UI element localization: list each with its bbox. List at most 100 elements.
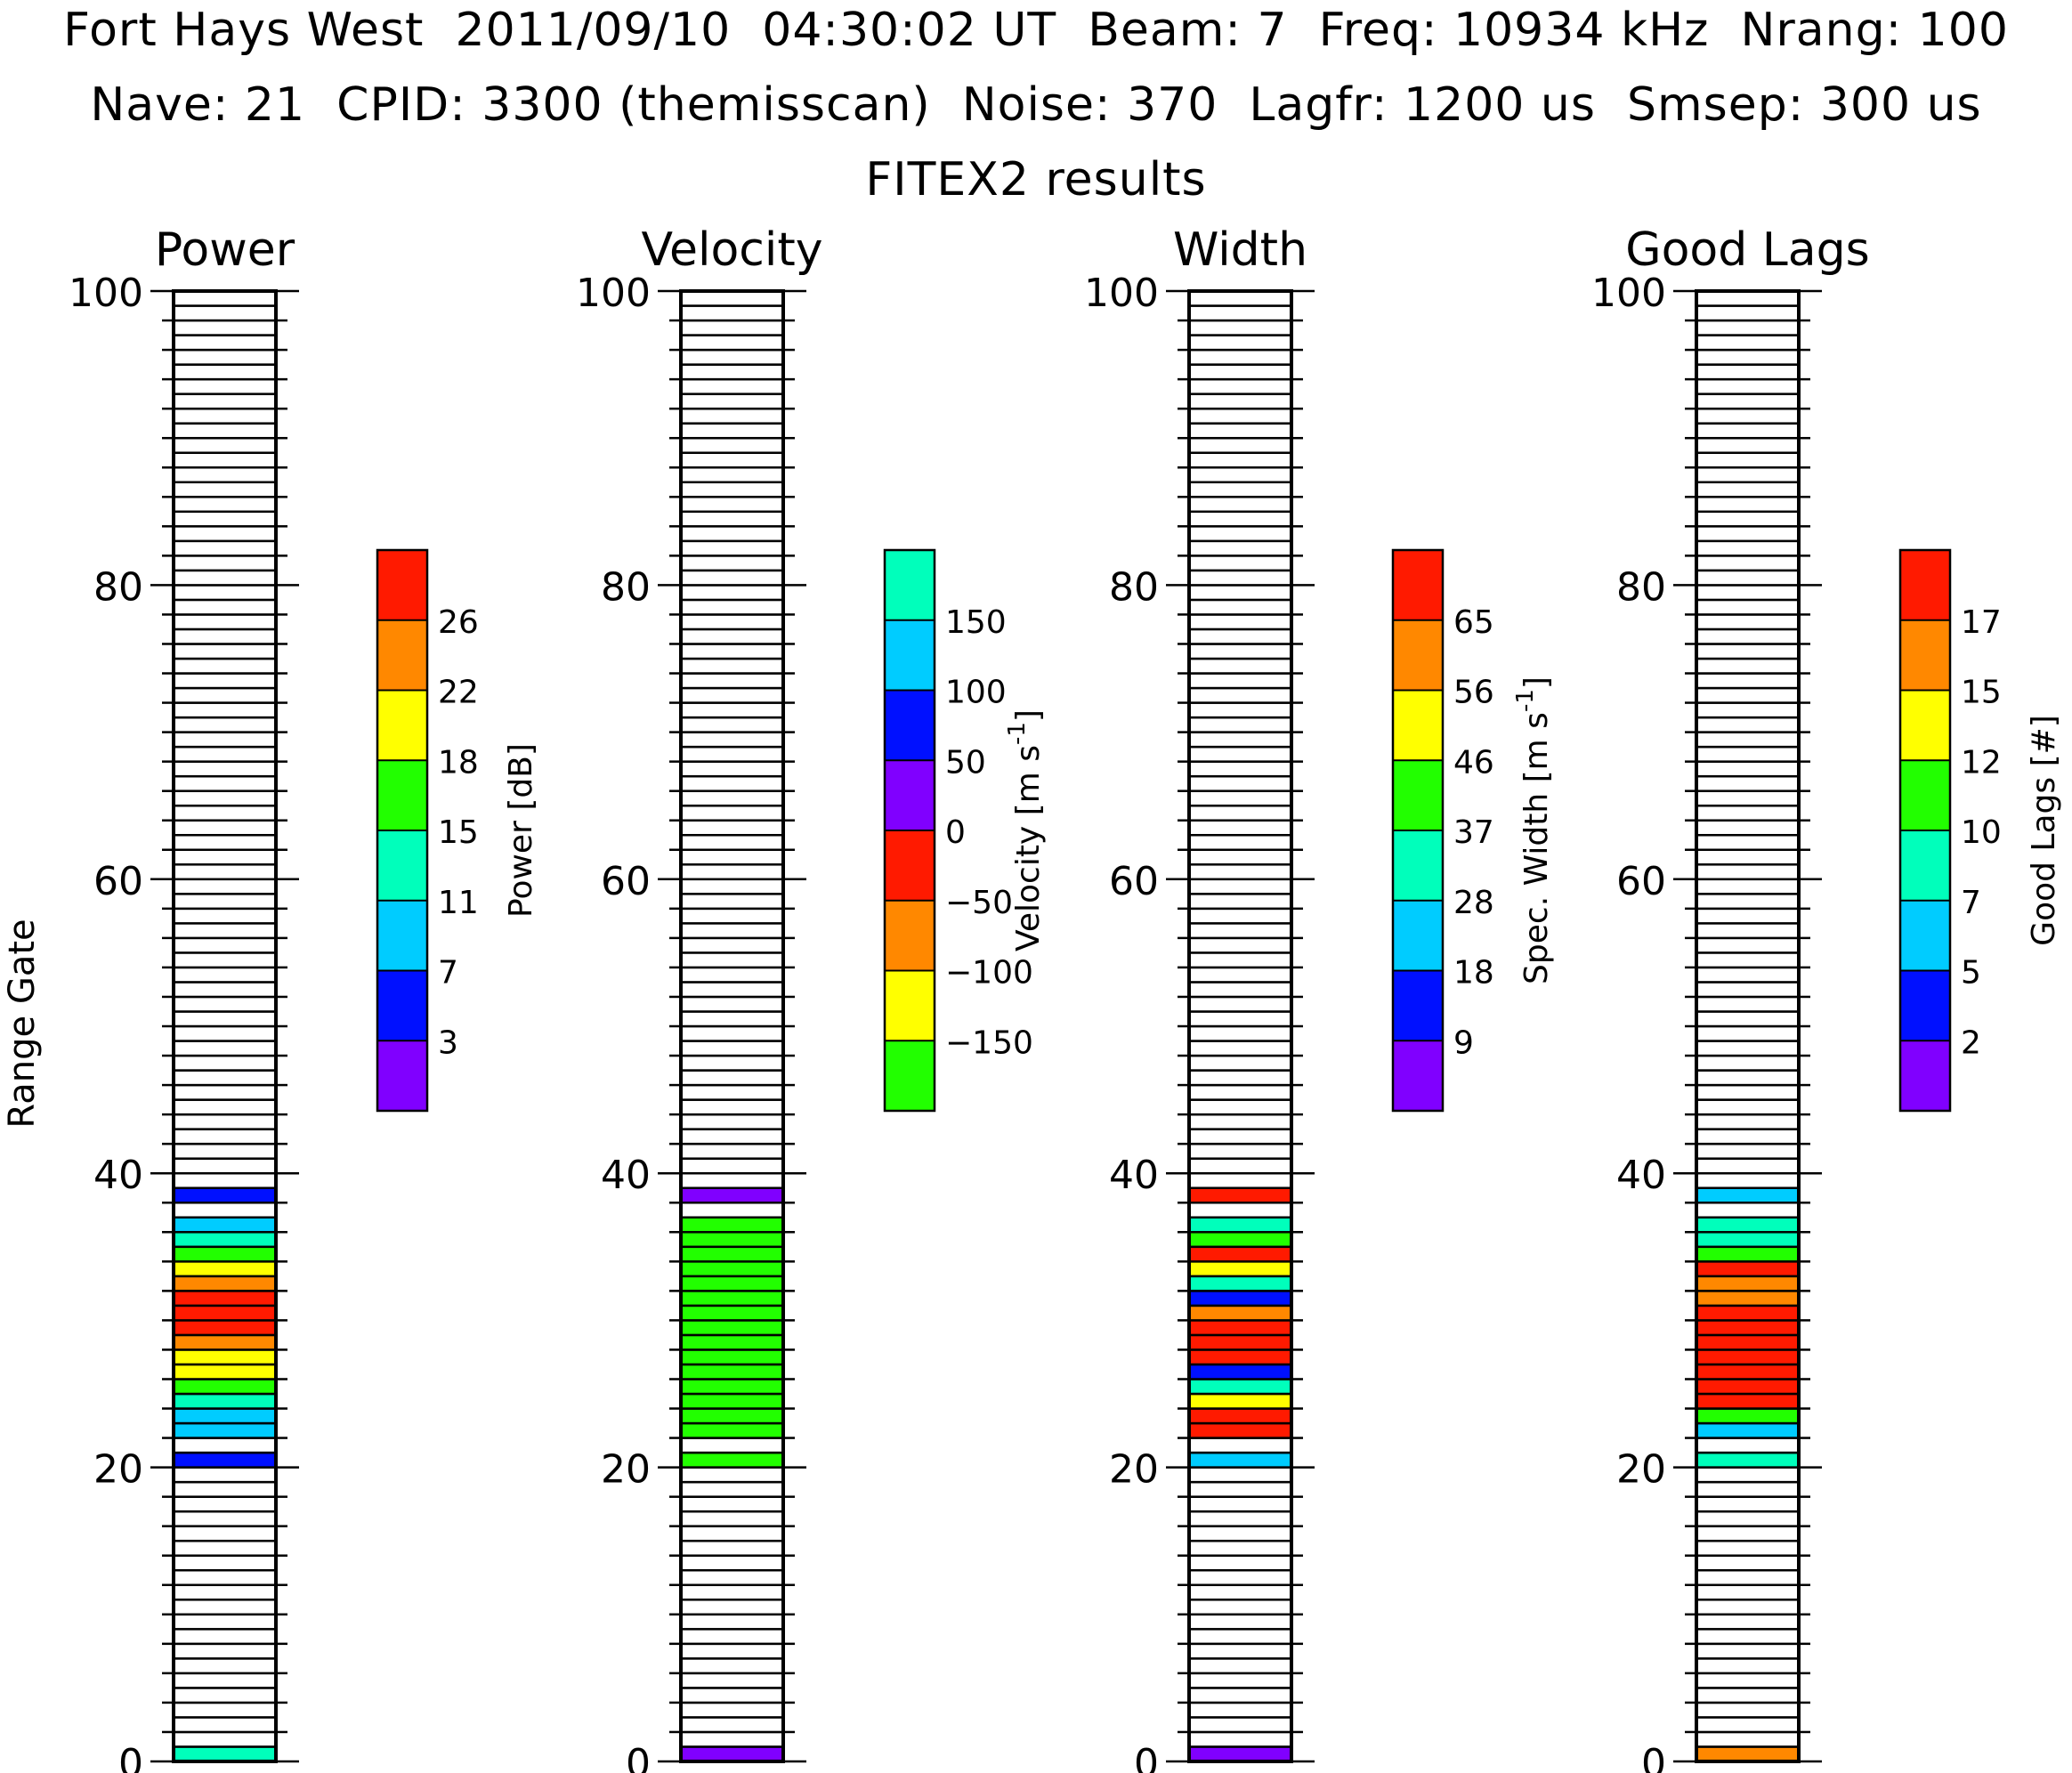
panel-title-good-lags: Good Lags (1625, 223, 1869, 277)
y-tick-label: 20 (601, 1447, 651, 1493)
colorbar-label-width: Spec. Width [m s-1] (1512, 676, 1555, 984)
y-tick-label: 20 (93, 1447, 143, 1493)
range-gate-empty (172, 1599, 278, 1616)
range-gate-empty (172, 1466, 278, 1484)
range-gate-empty (679, 569, 785, 587)
range-gate-empty (1695, 907, 1801, 925)
range-gate-empty (1187, 481, 1293, 498)
range-gate-empty (1695, 731, 1801, 749)
range-gate-empty (1187, 1701, 1293, 1719)
range-gate-empty (1187, 1128, 1293, 1146)
colorbar-segment (885, 760, 935, 830)
range-gate-empty (1695, 1010, 1801, 1028)
range-gate-empty (679, 466, 785, 484)
range-gate-empty (679, 966, 785, 984)
range-gate-cell (1187, 1319, 1293, 1337)
range-gate-cell (679, 1290, 785, 1307)
range-gate-empty (1695, 981, 1801, 999)
range-gate-empty (679, 1525, 785, 1542)
range-gate-empty (679, 951, 785, 969)
range-gate-empty (1695, 289, 1801, 307)
range-gate-empty (172, 1171, 278, 1189)
range-gate-empty (1187, 657, 1293, 675)
range-gate-empty (1695, 1083, 1801, 1101)
range-gate-cell (1695, 1745, 1801, 1763)
range-gate-empty (679, 1142, 785, 1160)
range-gate-cell (679, 1363, 785, 1380)
range-gate-empty (172, 745, 278, 763)
range-gate-cell (1695, 1290, 1801, 1307)
range-gate-empty (1695, 377, 1801, 395)
colorbar-segment (377, 550, 427, 620)
colorbar-segment (885, 690, 935, 761)
range-gate-empty (172, 539, 278, 557)
range-gate-empty (172, 1672, 278, 1689)
y-tick-label: 60 (1616, 859, 1666, 904)
range-gate-empty (1187, 1157, 1293, 1175)
range-gate-empty (679, 936, 785, 954)
header-params-line: Nave: 21 CPID: 3300 (themisscan) Noise: … (90, 78, 1982, 132)
colorbar-tick-label: 7 (438, 955, 458, 992)
range-gate-cell (1695, 1392, 1801, 1410)
colorbar-segment (1900, 970, 1950, 1041)
colorbar-segment (377, 970, 427, 1041)
range-gate-cell (679, 1231, 785, 1249)
range-gate-empty (679, 1568, 785, 1587)
range-gate-empty (679, 774, 785, 792)
y-tick-label: 80 (601, 564, 651, 610)
range-gate-empty (679, 819, 785, 837)
range-gate-empty (172, 981, 278, 999)
range-gate-empty (1187, 686, 1293, 704)
range-gate-empty (679, 598, 785, 616)
range-gate-cell (172, 1745, 278, 1763)
range-gate-empty (679, 1128, 785, 1146)
range-gate-empty (1187, 496, 1293, 514)
colorbar-tick-label: 15 (1961, 675, 2002, 711)
range-gate-empty (1187, 1583, 1293, 1601)
range-gate-empty (1187, 716, 1293, 733)
range-gate-empty (679, 1495, 785, 1513)
range-gate-empty (1695, 627, 1801, 645)
range-gate-empty (1187, 1672, 1293, 1689)
range-gate-empty (1695, 1142, 1801, 1160)
colorbar-tick-label: 56 (1453, 675, 1494, 711)
range-gate-empty (1695, 1672, 1801, 1689)
range-gate-empty (1695, 643, 1801, 660)
range-gate-cell (1187, 1260, 1293, 1278)
range-gate-empty (172, 422, 278, 440)
range-gate-empty (679, 1083, 785, 1101)
range-gate-cell (172, 1421, 278, 1439)
range-gate-cell (172, 1407, 278, 1425)
colorbar-segment (1393, 830, 1443, 901)
range-gate-empty (1695, 774, 1801, 792)
range-gate-empty (679, 878, 785, 895)
range-gate-empty (172, 1480, 278, 1498)
range-gate-empty (172, 348, 278, 366)
range-gate-empty (1187, 436, 1293, 454)
range-gate-empty (679, 922, 785, 940)
range-gate-empty (1187, 1069, 1293, 1087)
range-gate-empty (172, 377, 278, 395)
colorbar-segment (377, 830, 427, 901)
range-gate-empty (679, 1010, 785, 1028)
header-station-line: Fort Hays West 2011/09/10 04:30:02 UT Be… (63, 4, 2009, 57)
range-gate-cell (172, 1363, 278, 1380)
range-gate-empty (1695, 466, 1801, 484)
colorbar-tick-label: 5 (1961, 955, 1981, 992)
range-gate-empty (172, 1554, 278, 1572)
range-gate-empty (1695, 1554, 1801, 1572)
y-tick-label: 40 (1616, 1153, 1666, 1198)
range-gate-empty (679, 804, 785, 822)
range-gate-empty (1187, 555, 1293, 572)
range-gate-empty (679, 893, 785, 911)
range-gate-empty (172, 334, 278, 352)
range-gate-empty (679, 1539, 785, 1557)
range-gate-empty (1695, 833, 1801, 852)
colorbar-tick-label: 65 (1453, 604, 1494, 641)
range-gate-cell (1695, 1363, 1801, 1380)
range-gate-cell (679, 1319, 785, 1337)
range-gate-cell (1187, 1745, 1293, 1763)
range-gate-empty (172, 1010, 278, 1028)
range-gate-empty (172, 1510, 278, 1527)
range-gate-empty (679, 1554, 785, 1572)
